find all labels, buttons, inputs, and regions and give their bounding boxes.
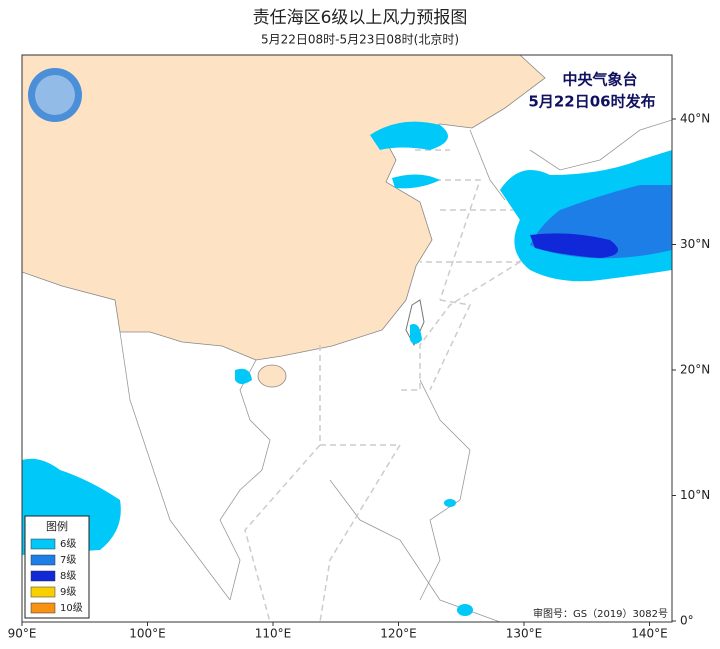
- legend-label: 10级: [60, 602, 83, 614]
- title: 责任海区6级以上风力预报图: [253, 8, 468, 28]
- legend-title: 图例: [46, 519, 68, 533]
- issue-time: 5月22日06时发布: [528, 93, 655, 111]
- issuer: 中央气象台: [562, 71, 637, 89]
- lat-tick-label: 30°N: [680, 237, 710, 251]
- map-frame: [21, 54, 673, 623]
- legend-label: 9级: [60, 586, 76, 598]
- lon-tick-label: 100°E: [129, 627, 166, 641]
- axis-ticks: 90°E 100°E 110°E 120°E 130°E 140°E 0° 10°N 20°N 3…: [8, 112, 711, 641]
- lon-tick-label: 110°E: [255, 627, 292, 641]
- hainan: [257, 364, 287, 388]
- subtitle: 5月22日08时-5月23日08时(北京时): [261, 33, 459, 47]
- lat-tick-label: 20°N: [680, 363, 710, 377]
- legend-label: 8级: [60, 570, 76, 582]
- lon-tick-label: 120°E: [380, 627, 417, 641]
- legend-label: 6级: [60, 538, 76, 550]
- wind-areas: [22, 121, 672, 616]
- lat-tick-label: 40°N: [680, 112, 710, 126]
- legend-label: 7级: [60, 554, 76, 566]
- legend-swatch: [30, 602, 56, 614]
- legend-swatch: [30, 570, 56, 582]
- approval: 审图号：GS（2019）3082号: [533, 607, 668, 620]
- lon-tick-label: 90°E: [8, 627, 37, 641]
- legend-swatch: [30, 538, 56, 550]
- legend: 图例 6级 7级 8级 9级 10级: [24, 515, 90, 619]
- map-area: [22, 55, 672, 622]
- lat-tick-label: 10°N: [680, 488, 710, 502]
- lon-tick-label: 130°E: [506, 627, 543, 641]
- logo: [28, 68, 82, 122]
- lat-tick-label: 0°: [680, 614, 694, 628]
- lon-tick-label: 140°E: [631, 627, 668, 641]
- legend-swatch: [30, 554, 56, 566]
- legend-swatch: [30, 586, 56, 598]
